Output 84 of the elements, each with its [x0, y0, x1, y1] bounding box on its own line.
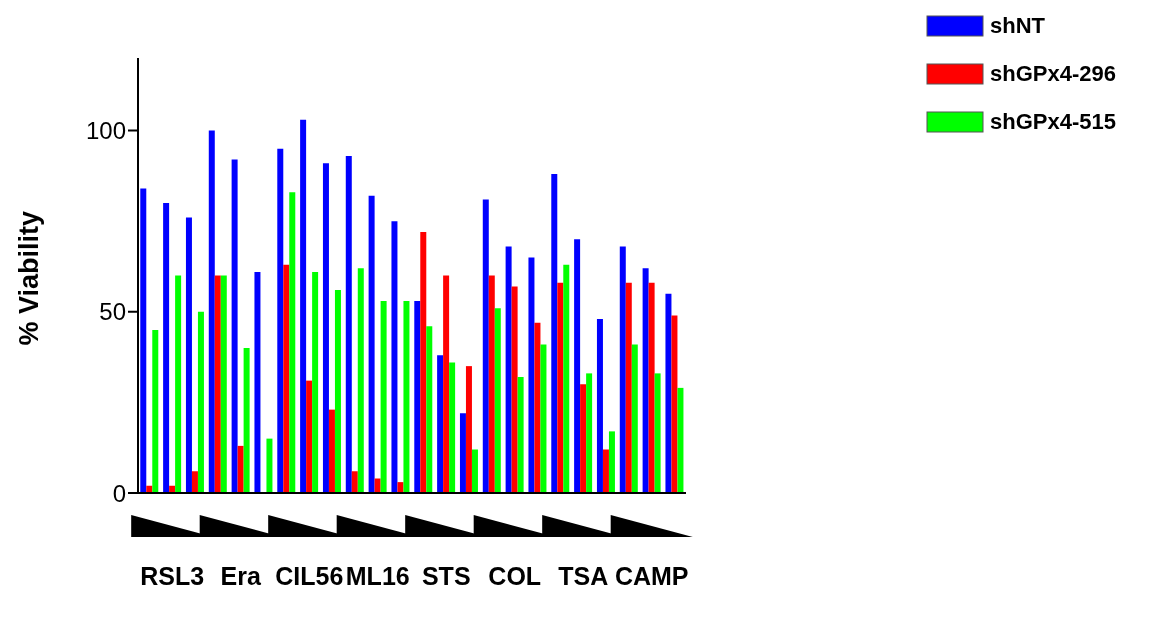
bar: [266, 438, 273, 493]
bar: [345, 155, 352, 493]
y-tick-label: 50: [99, 298, 126, 326]
bar: [414, 300, 421, 493]
bar: [351, 471, 358, 493]
x-tick-label: Era: [220, 562, 262, 590]
x-tick-label: COL: [488, 562, 542, 590]
bar: [374, 478, 381, 493]
bar: [586, 373, 593, 493]
bar: [312, 271, 319, 493]
bar: [580, 384, 587, 493]
bar: [563, 264, 570, 493]
x-tick-label: CIL56: [275, 562, 344, 590]
bar: [322, 163, 329, 493]
bar: [237, 445, 244, 493]
bar: [465, 366, 472, 493]
bar: [631, 344, 638, 493]
bar: [602, 449, 609, 493]
legend-label: shNT: [990, 13, 1045, 39]
bar: [185, 217, 192, 493]
bar: [619, 246, 626, 493]
bar: [540, 344, 547, 493]
bar: [528, 257, 535, 493]
bar: [368, 195, 375, 493]
bar: [334, 290, 341, 493]
bar: [214, 275, 221, 493]
bar: [208, 130, 215, 493]
bar: [197, 311, 204, 493]
bar: [163, 203, 170, 493]
bar: [665, 293, 672, 493]
y-tick-label: 100: [85, 117, 126, 145]
x-tick-label: ML16: [345, 562, 410, 590]
bar: [471, 449, 478, 493]
bar: [642, 268, 649, 493]
bar: [459, 413, 466, 493]
bar: [494, 308, 501, 493]
bar: [596, 319, 603, 493]
bar: [671, 315, 678, 493]
bar: [289, 192, 296, 493]
bar: [403, 300, 410, 493]
bar: [191, 471, 198, 493]
bar: [243, 348, 250, 493]
bar: [283, 264, 290, 493]
bar: [152, 329, 159, 493]
y-axis-title: % Viability: [13, 210, 44, 346]
legend-label: shGPx4-296: [990, 61, 1116, 87]
legend-label: shGPx4-515: [990, 109, 1116, 135]
bar: [437, 355, 444, 493]
bar: [277, 148, 284, 493]
bar: [574, 239, 581, 493]
bar: [677, 387, 684, 493]
bar: [488, 275, 495, 493]
bar: [140, 188, 147, 493]
bar: [608, 431, 615, 493]
y-tick-label: 0: [112, 479, 126, 507]
bar: [654, 373, 661, 493]
bar: [391, 221, 398, 493]
bar: [420, 232, 427, 493]
x-tick-label: STS: [421, 562, 471, 590]
x-tick-label: CAMP: [614, 562, 689, 590]
bar: [648, 282, 655, 493]
bar: [449, 362, 456, 493]
bar: [300, 119, 307, 493]
bar: [254, 271, 261, 493]
bar: [551, 174, 558, 493]
bar: [534, 322, 541, 493]
bar: [175, 275, 182, 493]
bar: [357, 268, 364, 493]
x-tick-label: TSA: [558, 562, 609, 590]
bar: [482, 199, 489, 493]
bar: [306, 380, 313, 493]
bar: [380, 300, 387, 493]
bar: [426, 326, 433, 493]
bar: [231, 159, 238, 493]
bar: [557, 282, 564, 493]
bar: [505, 246, 512, 493]
bar: [397, 482, 404, 493]
bar: [625, 282, 632, 493]
bar: [328, 409, 335, 493]
x-tick-label: RSL3: [140, 562, 205, 590]
bar: [511, 286, 518, 493]
bar: [517, 377, 524, 493]
bar: [220, 275, 227, 493]
bar: [443, 275, 450, 493]
